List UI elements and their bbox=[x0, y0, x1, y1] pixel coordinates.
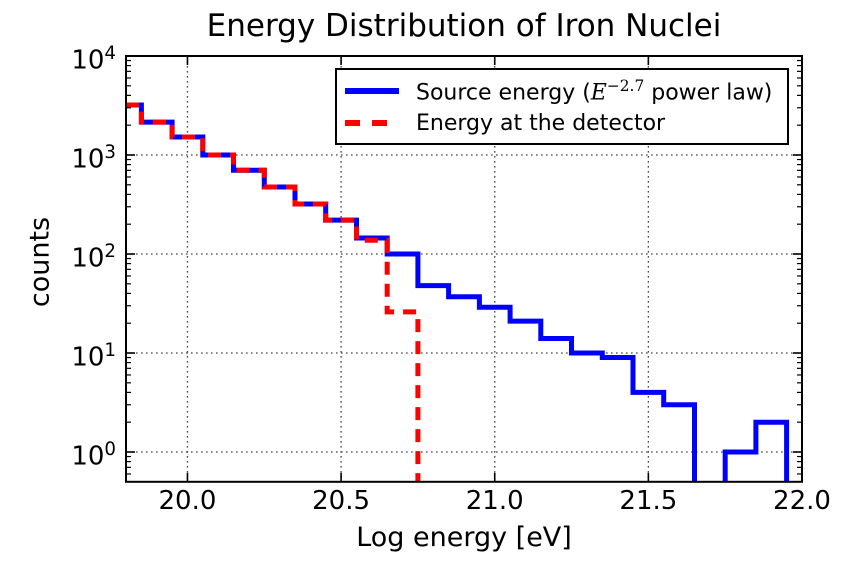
legend-label-detector: Energy at the detector bbox=[416, 110, 666, 136]
x-tick-label: 21.5 bbox=[619, 486, 678, 516]
y-tick-label: 102 bbox=[71, 241, 116, 274]
legend-line-solid-icon bbox=[345, 88, 399, 95]
legend-label-source-prefix: Source energy ( bbox=[416, 80, 591, 106]
legend-label-source-exp: −2.7 bbox=[606, 77, 645, 96]
legend-item-source: Source energy (E−2.7 power law) bbox=[345, 77, 781, 106]
chart-title: Energy Distribution of Iron Nuclei bbox=[206, 8, 722, 44]
x-tick-label: 22.0 bbox=[773, 486, 831, 516]
legend-label-source: Source energy (E−2.7 power law) bbox=[416, 77, 772, 105]
legend: Source energy (E−2.7 power law) Energy a… bbox=[335, 68, 789, 145]
x-tick-label: 21.0 bbox=[465, 486, 524, 516]
legend-line-dashed-icon bbox=[345, 120, 399, 127]
y-axis-label: counts bbox=[24, 216, 56, 308]
y-tick-label: 103 bbox=[71, 142, 116, 175]
y-tick-label: 101 bbox=[71, 340, 116, 373]
x-tick-label: 20.0 bbox=[158, 486, 217, 516]
y-tick-label: 100 bbox=[71, 439, 116, 472]
legend-item-detector: Energy at the detector bbox=[345, 111, 781, 136]
legend-label-source-suffix: power law) bbox=[644, 80, 773, 106]
y-tick-label: 104 bbox=[71, 43, 116, 76]
x-tick-label: 20.5 bbox=[312, 486, 371, 516]
series-source-line bbox=[126, 102, 790, 482]
legend-label-source-var: E bbox=[590, 80, 607, 106]
series-detector-line bbox=[126, 102, 421, 482]
x-axis-label: Log energy [eV] bbox=[356, 522, 572, 553]
